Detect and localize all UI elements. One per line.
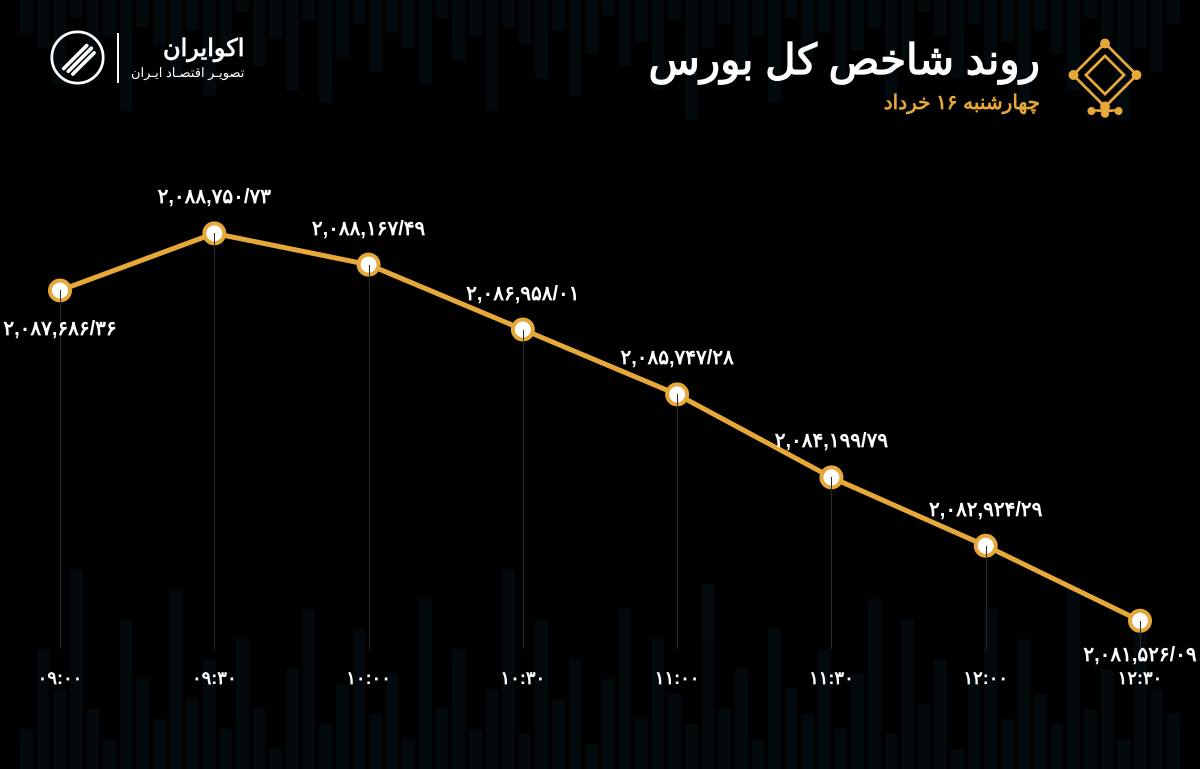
grid-line xyxy=(60,290,61,649)
bg-bar xyxy=(785,689,798,769)
data-point-label: ۲,۰۸۸,۷۵۰/۷۳ xyxy=(158,184,271,209)
bg-bar xyxy=(1167,714,1180,769)
bg-bar xyxy=(103,739,116,769)
bg-bar xyxy=(53,689,66,769)
bg-bar xyxy=(918,704,931,769)
x-axis-label: ۱۰:۰۰ xyxy=(346,668,391,689)
bg-bar xyxy=(153,719,166,769)
x-axis-label: ۱۱:۳۰ xyxy=(809,668,854,689)
bg-bar xyxy=(685,724,698,769)
bg-bar xyxy=(136,679,149,769)
bg-bar xyxy=(369,714,382,769)
brand-block: اکوایران تصویـر اقتصـاد ایـران xyxy=(50,30,244,85)
brand-text: اکوایران تصویـر اقتصـاد ایـران xyxy=(131,34,244,81)
grid-line xyxy=(369,265,370,649)
bg-bar xyxy=(402,739,415,769)
x-axis-label: ۱۱:۰۰ xyxy=(655,668,700,689)
x-axis-label: ۱۰:۳۰ xyxy=(501,668,546,689)
brand-divider xyxy=(117,33,119,83)
brand-name: اکوایران xyxy=(131,34,244,63)
bg-bar xyxy=(436,709,449,769)
brand-logo-icon xyxy=(50,30,105,85)
bg-bar xyxy=(220,729,233,769)
grid-line xyxy=(214,233,215,649)
x-axis-label: ۱۲:۰۰ xyxy=(963,668,1008,689)
bg-bar xyxy=(319,724,332,769)
title-block: روند شاخص کل بورس چهارشنبه ۱۶ خرداد xyxy=(649,35,1040,115)
data-point-label: ۲,۰۸۴,۱۹۹/۷۹ xyxy=(775,428,888,453)
data-point-label: ۲,۰۸۷,۶۸۶/۳۶ xyxy=(3,316,116,341)
bg-bar xyxy=(253,709,266,769)
data-point-label: ۲,۰۸۲,۹۲۴/۲۹ xyxy=(929,497,1042,522)
grid-line xyxy=(831,477,832,649)
bg-bar xyxy=(585,744,598,769)
trend-line xyxy=(60,233,1140,620)
x-axis-label: ۰۹:۳۰ xyxy=(192,668,237,689)
stock-exchange-emblem xyxy=(1060,30,1150,120)
data-point-label: ۲,۰۸۶,۹۵۸/۰۱ xyxy=(466,281,579,306)
bg-bar xyxy=(951,749,964,769)
bg-bar xyxy=(718,709,731,769)
bg-bar xyxy=(885,734,898,769)
bg-bar xyxy=(519,734,532,769)
bg-bar xyxy=(1084,709,1097,769)
grid-line xyxy=(523,330,524,649)
bg-bar xyxy=(1051,724,1064,769)
bg-bar xyxy=(602,679,615,769)
grid-line xyxy=(677,394,678,649)
bg-bar xyxy=(469,729,482,769)
bg-bar xyxy=(486,689,499,769)
page-title: روند شاخص کل بورس xyxy=(649,35,1040,84)
bg-bar xyxy=(186,699,199,769)
bg-bar xyxy=(1151,689,1164,769)
bg-bar xyxy=(37,649,50,769)
bg-bar xyxy=(269,749,282,769)
bg-bar xyxy=(87,709,100,769)
chart-svg xyxy=(60,200,1140,689)
data-point-label: ۲,۰۸۱,۵۲۶/۰۹ xyxy=(1083,642,1196,667)
x-axis-label: ۰۹:۰۰ xyxy=(38,668,83,689)
header: روند شاخص کل بورس چهارشنبه ۱۶ خرداد xyxy=(649,30,1150,120)
page-subtitle: چهارشنبه ۱۶ خرداد xyxy=(649,90,1040,115)
data-point-label: ۲,۰۸۸,۱۶۷/۴۹ xyxy=(312,216,425,241)
bg-bar xyxy=(1034,694,1047,769)
x-axis-label: ۱۲:۳۰ xyxy=(1118,668,1163,689)
bg-bar xyxy=(801,714,814,769)
bg-bar xyxy=(1117,739,1130,769)
bg-bar xyxy=(968,679,981,769)
brand-tagline: تصویـر اقتصـاد ایـران xyxy=(131,65,244,81)
data-point-label: ۲,۰۸۵,۷۴۷/۲۸ xyxy=(620,345,733,370)
bg-bar xyxy=(835,729,848,769)
index-trend-chart: ۰۹:۰۰۰۹:۳۰۱۰:۰۰۱۰:۳۰۱۱:۰۰۱۱:۳۰۱۲:۰۰۱۲:۳۰… xyxy=(60,200,1140,689)
bg-bar xyxy=(668,694,681,769)
bg-bar xyxy=(635,719,648,769)
bg-bar xyxy=(20,729,33,769)
bg-bar xyxy=(1001,719,1014,769)
bg-bar xyxy=(752,739,765,769)
grid-line xyxy=(986,546,987,649)
bg-bar xyxy=(336,684,349,769)
bg-bar xyxy=(552,699,565,769)
